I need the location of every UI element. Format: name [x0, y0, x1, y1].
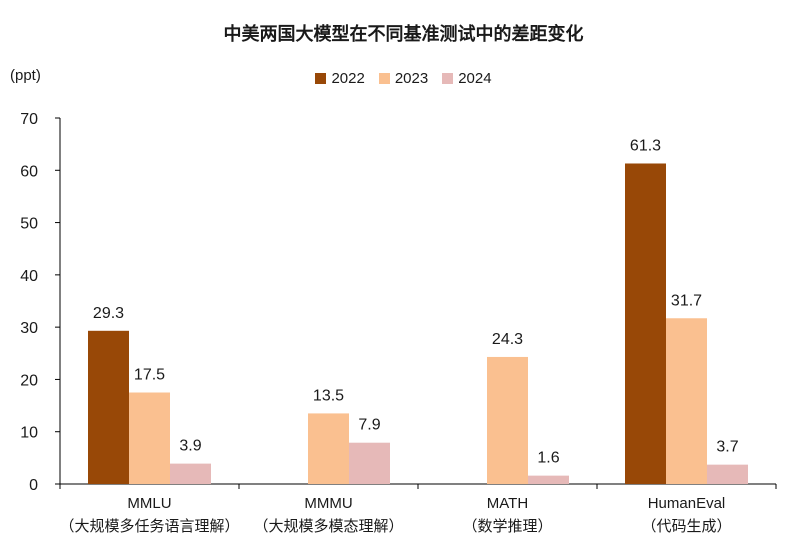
- legend-item-2023: 2023: [378, 70, 429, 87]
- bar-value-label: 17.5: [134, 367, 165, 384]
- y-tick-label: 20: [20, 372, 38, 389]
- category-sublabel: （数学推理）: [462, 517, 552, 535]
- y-axis: 0 10 20 30 40 50 60 70: [20, 111, 61, 494]
- bar-2024: [170, 463, 211, 484]
- bar-2024: [707, 464, 748, 484]
- bar-value-label: 1.6: [537, 450, 559, 467]
- y-tick-label: 0: [29, 477, 38, 494]
- bar-2024: [528, 475, 569, 484]
- bar-2023: [487, 356, 528, 484]
- bar-value-label: 24.3: [492, 331, 523, 348]
- category-label: MATH: [487, 495, 528, 512]
- category-labels: MMLU （大规模多任务语言理解） MMMU （大规模多模态理解） MATH （数学推理）…: [59, 495, 731, 535]
- category-label: MMLU: [127, 495, 171, 512]
- bar-value-label: 7.9: [358, 417, 380, 434]
- legend-label-2024: 2024: [458, 70, 492, 87]
- y-tick-label: 50: [20, 216, 38, 233]
- y-tick-label: 10: [20, 425, 38, 442]
- bar-value-label: 31.7: [671, 292, 702, 309]
- y-tick-label: 60: [20, 163, 38, 180]
- chart-title: 中美两国大模型在不同基准测试中的差距变化: [223, 24, 584, 45]
- legend-item-2022: 2022: [315, 70, 365, 87]
- y-axis-unit: (ppt): [10, 67, 41, 84]
- bar-2023: [129, 392, 170, 484]
- legend-swatch-2024: [442, 73, 454, 84]
- category-label: MMMU: [304, 495, 352, 512]
- category-sublabel: （代码生成）: [641, 517, 731, 535]
- legend-label-2023: 2023: [394, 70, 429, 87]
- legend-item-2024: 2024: [442, 70, 492, 87]
- bar-2022: [88, 330, 129, 484]
- category-sublabel: （大规模多任务语言理解）: [59, 517, 239, 535]
- legend-label-2022: 2022: [331, 70, 365, 87]
- y-tick-label: 30: [20, 320, 38, 337]
- legend-swatch-2023: [378, 73, 390, 84]
- bar-value-label: 29.3: [93, 305, 124, 322]
- bar-2022: [625, 163, 666, 484]
- bar-2023: [308, 413, 349, 484]
- legend: 2022 2023 2024: [0, 70, 807, 87]
- category-label: HumanEval: [648, 495, 726, 512]
- bar-value-label: 3.7: [716, 439, 738, 456]
- bar-labels: 29.3 61.3 17.5 13.5 24.3 31.7 3.9 7.9 1.6 3.7: [93, 137, 739, 466]
- category-sublabel: （大规模多模态理解）: [253, 517, 403, 535]
- y-tick-label: 70: [20, 111, 38, 128]
- bars: [88, 163, 748, 484]
- bar-2023: [666, 318, 707, 484]
- y-tick-label: 40: [20, 268, 38, 285]
- bar-value-label: 3.9: [179, 438, 201, 455]
- x-axis: [59, 483, 777, 489]
- bar-value-label: 61.3: [630, 137, 661, 154]
- legend-swatch-2022: [315, 73, 327, 84]
- bar-value-label: 13.5: [313, 387, 344, 404]
- bar-2024: [349, 442, 390, 484]
